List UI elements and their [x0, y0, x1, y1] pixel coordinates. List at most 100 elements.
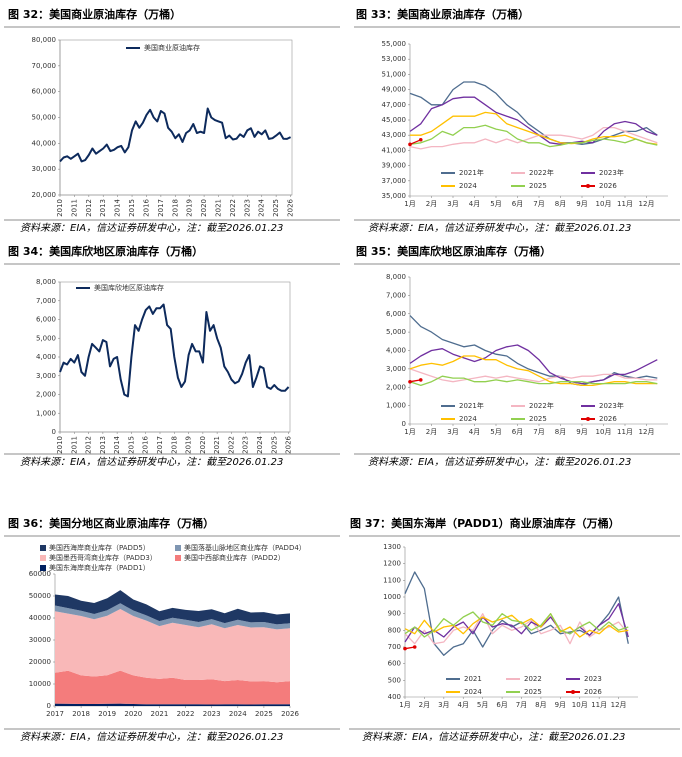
legend-swatch [175, 545, 181, 551]
source-note: 资料来源：EIA，信达证券研发中心，注：截至2026.01.23 [368, 222, 631, 234]
x-tick-label: 2011 [70, 199, 78, 217]
y-tick-label: 400 [388, 693, 401, 701]
x-tick-label: 2013 [99, 436, 107, 454]
y-tick-label: 53,000 [382, 55, 407, 63]
stacked-area [55, 670, 290, 705]
x-tick-label: 5月 [490, 428, 501, 436]
y-tick-label: 55,000 [382, 40, 407, 48]
x-tick-label: 2015 [128, 199, 136, 217]
series-line [409, 344, 658, 385]
legend-label: 2023年 [599, 401, 624, 410]
series-line [404, 646, 415, 650]
x-tick-label: 7月 [533, 200, 544, 208]
y-tick-label: 41,000 [382, 146, 407, 154]
x-tick-label: 2018 [171, 199, 179, 217]
y-tick-label: 2,000 [36, 391, 56, 399]
x-tick-label: 2025 [255, 710, 273, 718]
x-tick-label: 4月 [469, 200, 480, 208]
series-line [410, 111, 658, 145]
series-line [409, 126, 658, 150]
figure-title: 图 33：美国商业原油库存（万桶） [356, 7, 529, 21]
x-tick-label: 2020 [199, 436, 207, 454]
x-tick-label: 10月 [572, 701, 588, 709]
y-tick-label: 8,000 [36, 278, 56, 286]
x-tick-label: 12月 [639, 200, 655, 208]
y-tick-label: 5,000 [36, 334, 56, 342]
x-tick-label: 11月 [591, 701, 607, 709]
legend-label: 2025 [529, 182, 547, 190]
x-tick-label: 2010 [56, 436, 64, 454]
figure-title: 图 37：美国东海岸（PADD1）商业原油库存（万桶） [350, 516, 620, 530]
y-tick-label: 40000 [29, 614, 51, 622]
figure-title: 图 36：美国分地区商业原油库存（万桶） [8, 516, 214, 530]
series-line [409, 96, 658, 145]
series-line [409, 139, 422, 145]
x-tick-label: 1月 [404, 200, 415, 208]
y-tick-label: 40,000 [32, 139, 57, 147]
figure-title: 图 34：美国库欣地区原油库存（万桶） [8, 244, 203, 258]
x-tick-label: 3月 [447, 428, 458, 436]
legend-swatch [40, 565, 46, 571]
plot-frame [59, 39, 293, 196]
y-tick-label: 700 [388, 643, 401, 651]
y-tick-label: 500 [388, 676, 401, 684]
x-tick-label: 2012 [85, 199, 93, 217]
series-line [409, 379, 421, 383]
x-tick-label: 2015 [127, 436, 135, 454]
x-tick-label: 7月 [516, 701, 527, 709]
legend-swatch [175, 555, 181, 561]
x-tick-label: 5月 [477, 701, 488, 709]
y-tick-label: 45,000 [382, 116, 407, 124]
x-tick-label: 1月 [399, 701, 410, 709]
y-tick-label: 8,000 [386, 273, 406, 281]
x-tick-label: 2012 [85, 436, 93, 454]
legend-label: 2023 [584, 675, 602, 683]
x-tick-label: 2023 [203, 710, 221, 718]
y-tick-label: 1300 [383, 543, 401, 551]
y-tick-label: 43,000 [382, 131, 407, 139]
y-tick-label: 600 [388, 660, 401, 668]
x-tick-label: 2023 [242, 436, 250, 454]
y-tick-label: 7,000 [386, 291, 406, 299]
x-tick-label: 2020 [124, 710, 142, 718]
y-tick-label: 0 [52, 428, 56, 436]
x-tick-label: 2011 [70, 436, 78, 454]
legend-label: 美国落基山脉地区商业库存（PADD4） [184, 543, 306, 552]
legend-label: 2025 [529, 415, 547, 423]
legend-label: 2023年 [599, 168, 624, 177]
x-tick-label: 9月 [555, 701, 566, 709]
source-note: 资料来源：EIA，信达证券研发中心，注：截至2026.01.23 [20, 731, 283, 743]
y-tick-label: 0 [47, 702, 51, 710]
x-tick-label: 2025 [270, 436, 278, 454]
legend-label: 2026 [599, 182, 617, 190]
x-tick-label: 2024 [256, 435, 264, 453]
source-note: 资料来源：EIA，信达证券研发中心，注：截至2026.01.23 [20, 456, 283, 468]
x-tick-label: 9月 [576, 200, 587, 208]
x-tick-label: 9月 [576, 428, 587, 436]
x-tick-label: 2013 [99, 199, 107, 217]
x-tick-label: 11月 [617, 428, 633, 436]
x-tick-label: 2017 [157, 199, 165, 217]
y-tick-label: 800 [388, 626, 401, 634]
series-line [404, 613, 629, 638]
y-tick-label: 60000 [29, 570, 51, 578]
series-line [59, 107, 292, 163]
legend-label: 2021年 [459, 168, 484, 177]
stacked-area [55, 609, 290, 683]
data-point [408, 379, 412, 384]
stacked-area [55, 603, 290, 630]
y-tick-label: 50000 [29, 592, 51, 600]
x-tick-label: 2026 [287, 198, 295, 216]
x-tick-label: 2010 [56, 199, 64, 217]
x-tick-label: 2月 [419, 701, 430, 709]
y-tick-label: 3,000 [386, 365, 406, 373]
y-tick-label: 30,000 [32, 165, 57, 173]
legend-label: 2022 [524, 675, 542, 683]
legend-marker [571, 690, 575, 694]
y-tick-label: 47,000 [382, 101, 407, 109]
legend-label: 美国东海岸商业库存（PADD1） [49, 563, 150, 572]
legend-label: 2022年 [529, 168, 554, 177]
x-tick-label: 6月 [496, 701, 507, 709]
source-note: 资料来源：EIA，信达证券研发中心，注：截至2026.01.23 [368, 456, 631, 468]
